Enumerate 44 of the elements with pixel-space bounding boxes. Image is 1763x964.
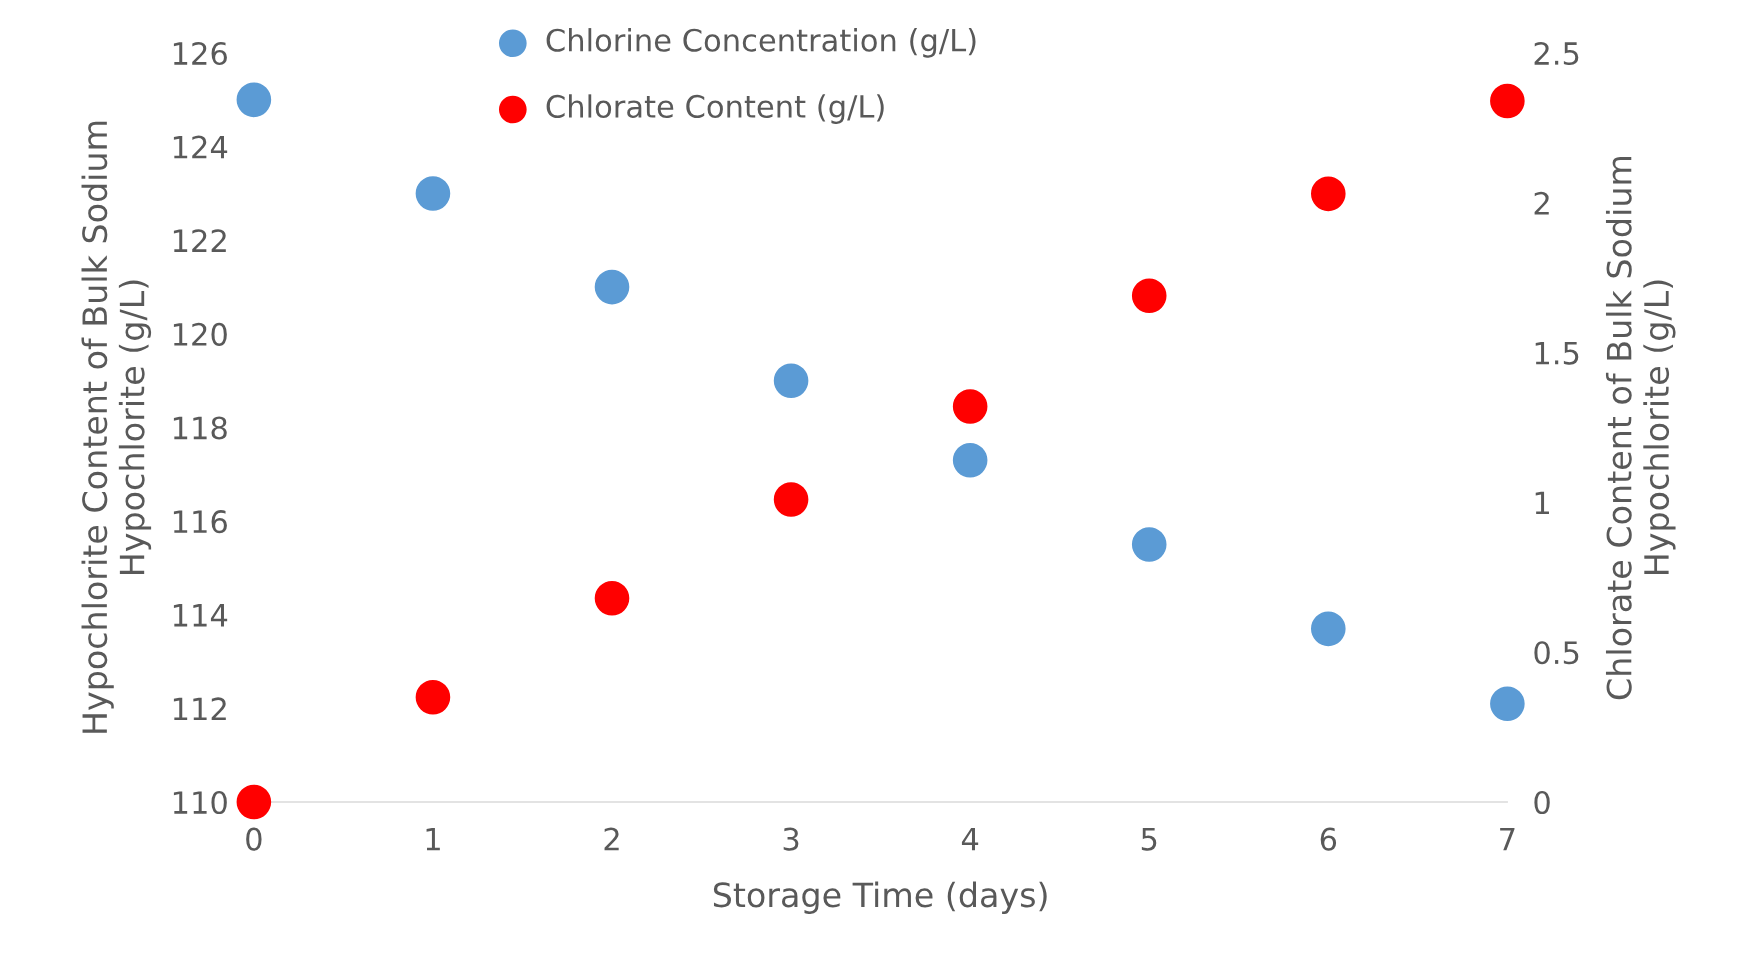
- y2-tick-label: 1: [1535, 491, 1549, 515]
- legend-label: Chlorate Content (g/L): [546, 94, 884, 124]
- y-tick-label: 122: [173, 229, 226, 252]
- point: [1490, 83, 1525, 119]
- x-tick-label: 5: [1141, 827, 1157, 851]
- point: [773, 482, 809, 517]
- point: [1131, 527, 1167, 562]
- y2-tick-label: 0: [1534, 790, 1550, 815]
- x-axis-title: Storage Time (days): [713, 881, 1047, 914]
- y2-tick-label: 2.5: [1534, 41, 1579, 66]
- point: [594, 581, 630, 616]
- point: [952, 389, 988, 424]
- legend-label: Chlorine Concentration (g/L): [546, 28, 976, 58]
- point: [1490, 686, 1525, 722]
- point: [415, 679, 451, 715]
- x-tick-label: 0: [246, 827, 262, 851]
- point: [415, 176, 451, 211]
- y2-axis-title: Chlorate Content of Bulk Sodium Hypochlorite (g/L): [1605, 156, 1676, 700]
- x-tick-label: 4: [961, 827, 979, 851]
- point: [1311, 611, 1346, 647]
- point: [594, 269, 630, 305]
- point: [952, 443, 988, 478]
- point: [773, 363, 809, 399]
- y2-tick-label: 0.5: [1534, 641, 1579, 665]
- y-tick-label: 124: [173, 135, 228, 159]
- x-tick-label: 3: [783, 827, 799, 851]
- y2-tick-label: 2: [1534, 191, 1549, 215]
- point: [1311, 176, 1346, 212]
- y-tick-label: 118: [173, 416, 227, 440]
- point: [236, 784, 272, 820]
- y-axis-title: Hypochlorite Content of Bulk Sodium Hypochlorite (g/L): [81, 121, 152, 733]
- y2-tick-label: 1.5: [1535, 341, 1579, 365]
- y-tick-label: 110: [173, 790, 227, 815]
- x-tick-label: 6: [1320, 827, 1337, 851]
- y-tick-label: 112: [173, 697, 226, 721]
- y-tick-label: 114: [173, 604, 228, 627]
- y-tick-label: 116: [173, 510, 227, 534]
- x-tick-label: 1: [426, 827, 440, 851]
- x-tick-label: 7: [1500, 827, 1515, 851]
- y-tick-label: 120: [173, 322, 227, 346]
- point: [236, 82, 272, 118]
- x-tick-label: 2: [604, 827, 619, 851]
- y-tick-label: 126: [173, 41, 227, 66]
- point: [1131, 278, 1167, 313]
